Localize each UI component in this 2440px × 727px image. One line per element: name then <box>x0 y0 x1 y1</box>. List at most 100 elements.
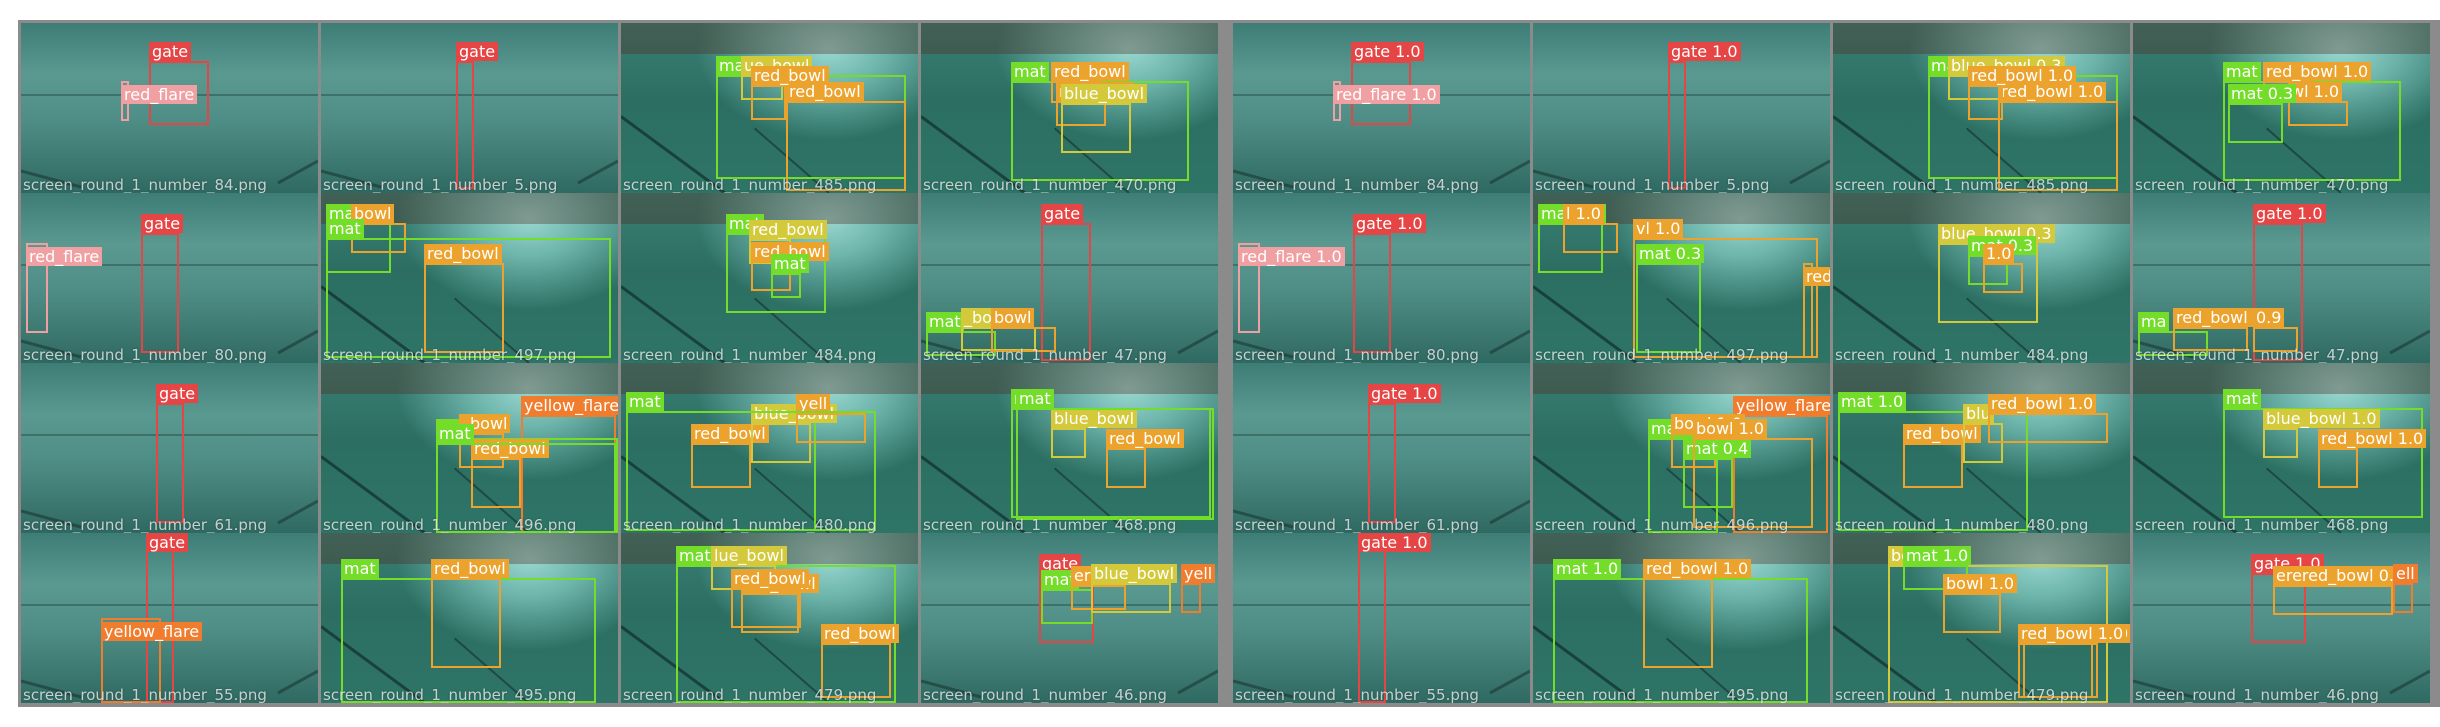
bbox-red-bowl <box>731 588 801 628</box>
bbox-label: l 1.0 <box>1563 204 1604 223</box>
bbox-gate <box>1668 61 1686 189</box>
scene-backdrop <box>1833 363 2130 533</box>
floor-lane-line <box>1233 679 1294 699</box>
bbox-label: red_flare 1.0 <box>1333 85 1440 104</box>
tile-image: mat blue_bowl 1.0 red_bowl 1.0 screen_round… <box>2133 363 2430 533</box>
tile-filename: screen_round_1_number_55.png <box>23 686 267 703</box>
tile-image: gate 1.0 erered_bowl 0.4 ell screen_round_1… <box>2133 533 2430 703</box>
bbox-label: mat 0.3 <box>1636 244 1705 263</box>
pool-wall-edge <box>1233 264 1530 266</box>
floor-lane-line <box>921 679 982 699</box>
bbox-label: blu <box>1963 404 1994 423</box>
bbox-label: mat <box>2223 62 2261 81</box>
floor-lane-line <box>1965 297 2042 363</box>
tile-image: gate screen_round_1_number_61.png <box>21 363 318 533</box>
pool-edge-band <box>1533 363 1830 394</box>
bbox-red-bowl <box>796 413 866 443</box>
tile-image: mat bowl red_bowl mat screen_round_1_number_… <box>321 193 618 363</box>
pool-edge-band <box>921 363 1218 394</box>
scene-backdrop <box>921 363 1218 533</box>
bbox-label: mat 1.0 <box>1903 546 1972 565</box>
bbox-blue-bowl <box>2263 428 2298 458</box>
bbox-label: mat 1.0 <box>1838 392 1907 411</box>
floor-lane-line <box>21 509 82 529</box>
pool-edge-band <box>1833 533 2130 564</box>
bbox-label: red_bowl 1.0 <box>2018 624 2127 643</box>
pool-edge-band <box>321 363 618 394</box>
tile-filename: screen_round_1_number_468.png <box>2135 516 2389 533</box>
bbox-red-bowl <box>471 458 521 508</box>
pool-wall-edge <box>921 264 1218 266</box>
bbox-label: yell <box>796 394 831 413</box>
bbox-label: gate <box>146 533 189 552</box>
pool-edge-band <box>1833 363 2130 394</box>
tile-image: gate mat ere blue_bowl yell screen_round_1_nu… <box>921 533 1218 703</box>
floor-lane-line <box>1965 467 2042 533</box>
tile-image: mat red_bowl 1.0 wl 1.0 mat 0.3 screen_round… <box>2133 23 2430 193</box>
pool-edge-band <box>1533 533 1830 564</box>
tile-image: gate red_flare screen_round_1_number_84.pn… <box>21 23 318 193</box>
bbox-label: red_flare 1.0 <box>1238 247 1345 266</box>
tile-filename: screen_round_1_number_495.png <box>323 686 577 703</box>
pool-wall-edge <box>921 604 1218 606</box>
floor-lane-line <box>321 285 426 363</box>
pool-wall-edge <box>321 94 618 96</box>
scene-backdrop <box>21 604 318 699</box>
bbox-label: gate <box>1041 204 1084 223</box>
tile-image: gate 1.0 screen_round_1_number_55.png <box>1233 533 1530 703</box>
bbox-label: blue_bowl 1.0 <box>2263 409 2380 428</box>
tile-filename: screen_round_1_number_5.png <box>1535 176 1770 193</box>
tile-filename: screen_round_1_number_480.png <box>1835 516 2089 533</box>
bbox-red-bowl <box>691 443 751 488</box>
bbox-label: yellow_flare <box>101 622 203 641</box>
pool-edge-band <box>2133 23 2430 54</box>
bbox-blue-bowl <box>751 423 811 463</box>
bbox-red-bowl <box>991 327 1056 352</box>
floor-lane-line <box>277 159 318 185</box>
bbox-label: wl 1.0 <box>2288 82 2343 101</box>
bbox-label: mat <box>1041 570 1079 589</box>
pool-wall-edge <box>1233 604 1530 606</box>
pool-edge-band <box>921 23 1218 54</box>
pool-edge-band <box>2133 363 2430 394</box>
floor-lane-line <box>621 625 726 703</box>
floor-lane-line <box>321 625 426 703</box>
tile-filename: screen_round_1_number_46.png <box>2135 686 2379 703</box>
tile-image: matue_bowlred_bowlred_bowlscreen_round_1… <box>621 23 918 193</box>
bbox-red-bowl <box>1106 448 1146 488</box>
scene-backdrop <box>321 94 618 189</box>
bbox-label: gate 1.0 <box>1668 42 1741 61</box>
bbox-red-bowl <box>431 578 501 668</box>
floor-lane-line <box>1665 467 1742 533</box>
floor-lane-line <box>1533 455 1638 533</box>
pool-wall-edge <box>2133 264 2430 266</box>
bbox-label: bowl <box>991 308 1035 327</box>
tile-image: mat red_bowl red_bowl mat screen_round_1_num… <box>621 193 918 363</box>
bbox-gate <box>156 403 184 523</box>
bbox-red-bowl <box>2288 101 2348 126</box>
bbox-label: gate <box>1039 554 1082 573</box>
floor-lane-line <box>753 637 830 703</box>
pool-edge-band <box>621 193 918 224</box>
tile-filename: screen_round_1_number_484.png <box>623 346 877 363</box>
scene-backdrop <box>21 264 318 359</box>
scene-backdrop <box>921 23 1218 193</box>
floor-lane-line <box>1665 297 1742 363</box>
tile-filename: screen_round_1_number_497.png <box>323 346 577 363</box>
bbox-label: mat <box>626 392 664 411</box>
bbox-gate <box>1368 403 1396 523</box>
bbox-label: blue_bowl <box>1061 84 1148 103</box>
floor-lane-line <box>2389 329 2430 355</box>
tile-image: gate 1.0 screen_round_1_number_5.png <box>1533 23 1830 193</box>
bbox-yellow-flare <box>1181 583 1201 613</box>
tile-filename: screen_round_1_number_485.png <box>623 176 877 193</box>
floor-lane-line <box>2133 679 2194 699</box>
floor-lane-line <box>453 297 530 363</box>
bbox-red-bowl <box>1903 443 1963 488</box>
floor-lane-line <box>1533 625 1638 703</box>
bbox-label: red_bowl <box>424 244 502 263</box>
bbox-label: mat <box>326 219 364 238</box>
bbox-mat <box>436 443 616 533</box>
bbox-gate <box>1041 223 1091 361</box>
bbox-blue-bowl <box>1963 423 2003 463</box>
